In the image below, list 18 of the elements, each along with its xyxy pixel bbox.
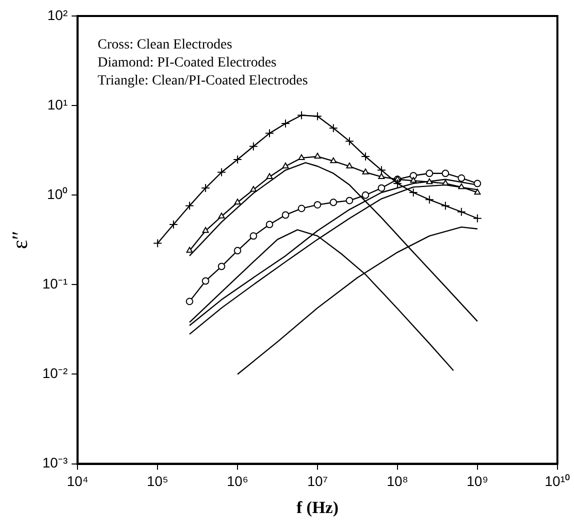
x-tick-label: 10⁹ — [466, 473, 488, 490]
annotation: Cross: Clean Electrodes — [98, 38, 232, 53]
annotation: Diamond: PI-Coated Electrodes — [98, 56, 276, 71]
x-axis-title: f (Hz) — [296, 498, 339, 518]
y-tick-label: 10¹ — [47, 96, 68, 112]
x-tick-label: 10¹⁰ — [544, 473, 570, 490]
y-axis-title: ε″ — [6, 230, 32, 250]
x-tick-label: 10⁶ — [226, 473, 248, 490]
y-tick-label: 10⁻² — [42, 365, 68, 382]
x-tick-label: 10⁷ — [307, 473, 328, 490]
x-tick-label: 10⁵ — [146, 473, 168, 490]
y-tick-label: 10⁻¹ — [42, 276, 68, 292]
annotation: Triangle: Clean/PI-Coated Electrodes — [98, 74, 308, 89]
y-tick-label: 10⁻³ — [42, 454, 68, 471]
x-tick-label: 10⁸ — [386, 473, 408, 490]
x-tick-label: 10⁴ — [66, 473, 88, 490]
y-tick-label: 10⁰ — [47, 186, 68, 202]
y-tick-label: 10² — [47, 6, 68, 23]
